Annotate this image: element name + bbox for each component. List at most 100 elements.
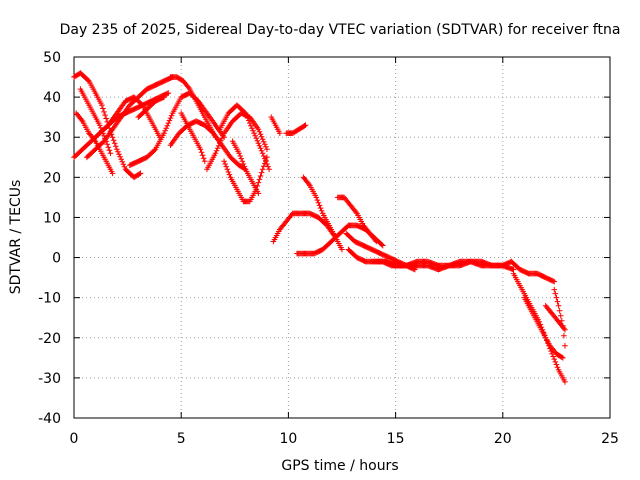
data-marker xyxy=(325,220,331,227)
data-marker xyxy=(554,298,561,305)
data-marker xyxy=(241,163,248,170)
data-marker xyxy=(262,141,268,148)
data-point xyxy=(114,146,120,153)
data-marker xyxy=(237,153,243,159)
x-tick-label: 5 xyxy=(177,431,186,447)
data-marker xyxy=(211,120,218,127)
data-marker xyxy=(199,152,206,159)
data-marker xyxy=(301,123,308,129)
data-marker xyxy=(557,353,564,360)
data-marker xyxy=(315,199,322,206)
data-marker xyxy=(168,112,175,119)
data-marker xyxy=(258,169,265,176)
data-marker xyxy=(110,137,117,144)
data-marker xyxy=(162,127,168,134)
series-arc-11 xyxy=(178,110,208,165)
data-marker xyxy=(184,83,191,90)
data-marker xyxy=(317,205,324,211)
data-marker xyxy=(546,340,552,347)
data-marker xyxy=(256,142,263,149)
data-marker xyxy=(257,131,264,138)
data-marker xyxy=(214,145,221,152)
data-marker xyxy=(141,108,148,114)
data-marker xyxy=(556,307,563,314)
data-marker xyxy=(551,348,558,354)
data-marker xyxy=(561,332,567,339)
data-marker xyxy=(551,356,558,362)
data-marker xyxy=(225,169,232,175)
x-axis-label: GPS time / hours xyxy=(281,458,398,474)
data-marker xyxy=(211,152,218,159)
data-marker xyxy=(121,164,128,170)
data-marker xyxy=(305,181,312,187)
chart-title: Day 235 of 2025, Sidereal Day-to-day VTE… xyxy=(60,22,621,38)
y-tick-label: 50 xyxy=(43,50,61,66)
data-marker xyxy=(260,153,267,159)
plot-frame xyxy=(73,56,611,419)
data-marker xyxy=(252,132,258,139)
data-marker xyxy=(550,353,556,360)
data-marker xyxy=(257,173,264,179)
data-marker xyxy=(98,148,104,155)
data-marker xyxy=(256,176,263,183)
data-marker xyxy=(539,328,546,335)
data-marker xyxy=(203,108,209,115)
data-marker xyxy=(86,140,92,147)
y-tick-label: 0 xyxy=(52,251,61,267)
data-marker xyxy=(77,115,84,122)
series-arc-5 xyxy=(84,74,176,161)
data-marker xyxy=(317,247,324,254)
data-marker xyxy=(99,140,105,147)
data-marker xyxy=(115,148,121,155)
data-marker xyxy=(163,91,169,97)
series-arc-30 xyxy=(551,286,568,349)
data-marker xyxy=(234,160,240,167)
data-marker xyxy=(164,90,171,97)
data-marker xyxy=(326,240,332,247)
data-marker xyxy=(166,117,173,124)
y-tick-label: 40 xyxy=(43,90,61,106)
data-marker xyxy=(90,148,97,155)
data-marker xyxy=(316,202,323,209)
data-marker xyxy=(314,197,321,203)
data-marker xyxy=(338,244,344,251)
data-marker xyxy=(558,317,565,324)
data-marker xyxy=(200,155,207,162)
data-marker xyxy=(262,160,268,167)
data-marker xyxy=(241,109,248,115)
data-marker xyxy=(312,192,318,199)
data-marker xyxy=(384,253,390,260)
data-marker xyxy=(216,140,223,147)
data-marker xyxy=(159,95,165,101)
data-marker xyxy=(318,207,325,214)
data-marker xyxy=(263,143,269,150)
data-marker xyxy=(343,224,350,231)
data-marker xyxy=(515,264,521,271)
data-marker xyxy=(250,127,256,134)
data-marker xyxy=(358,241,365,248)
data-marker xyxy=(104,160,111,167)
data-marker xyxy=(258,133,265,140)
data-marker xyxy=(78,117,85,123)
data-marker xyxy=(147,116,153,122)
y-tick-label: 30 xyxy=(43,130,61,146)
data-marker xyxy=(552,290,559,297)
series-arc-19 xyxy=(300,174,339,241)
data-marker xyxy=(275,228,282,235)
data-marker xyxy=(235,148,241,155)
data-marker xyxy=(116,151,122,158)
data-marker xyxy=(300,123,307,130)
data-marker xyxy=(135,171,142,178)
data-point xyxy=(251,130,257,137)
data-marker xyxy=(117,153,123,160)
y-tick-label: -10 xyxy=(38,291,61,307)
series-arc-14 xyxy=(221,154,270,205)
data-marker xyxy=(103,124,109,130)
data-marker xyxy=(108,127,115,134)
data-marker xyxy=(392,257,399,264)
data-marker xyxy=(533,316,539,323)
data-marker xyxy=(141,88,148,94)
data-marker xyxy=(150,148,157,155)
data-marker xyxy=(260,163,267,170)
data-marker xyxy=(77,148,84,155)
